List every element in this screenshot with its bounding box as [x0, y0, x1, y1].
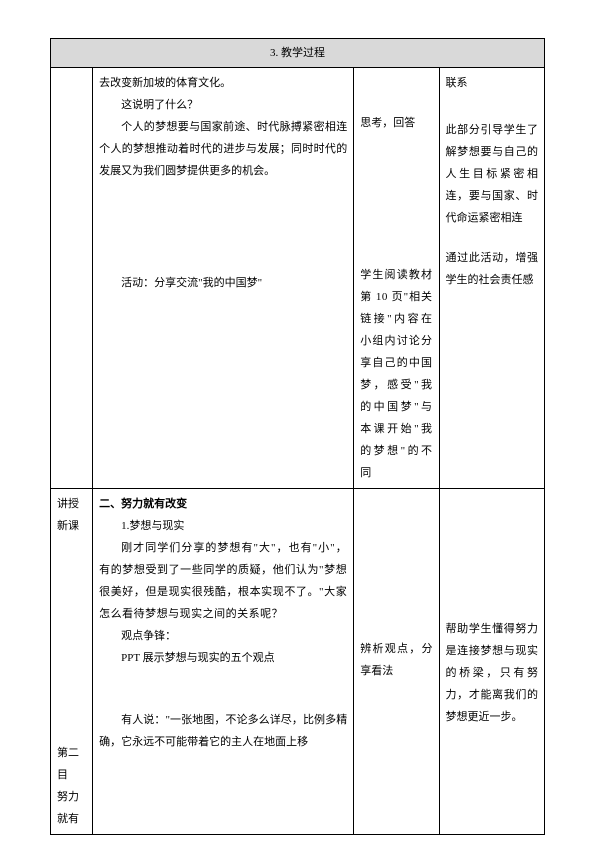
para: 刚才同学们分享的梦想有"大"，也有"小"，有的梦想受到了一些同学的质疑，他们认为…: [99, 537, 347, 625]
table-header: 3. 教学过程: [51, 39, 545, 68]
para: 这说明了什么？: [99, 94, 347, 116]
cell-activity-2: 辨析观点，分享看法: [354, 489, 439, 835]
para: 观点争锋：: [99, 625, 347, 647]
header-row: 3. 教学过程: [51, 39, 545, 68]
para: 个人的梦想要与国家前途、时代脉搏紧密相连个人的梦想推动着时代的进步与发展；同时时…: [99, 116, 347, 182]
cell-stage-1: [51, 68, 93, 489]
para: 第二目: [57, 742, 86, 786]
para: 去改变新加坡的体育文化。: [99, 72, 347, 94]
cell-content-1: 去改变新加坡的体育文化。 这说明了什么？ 个人的梦想要与国家前途、时代脉搏紧密相…: [93, 68, 354, 489]
para: 1.梦想与现实: [99, 515, 347, 537]
para: 辨析观点，分享看法: [360, 638, 432, 682]
para: 帮助学生懂得努力是连接梦想与现实的桥梁，只有努力，才能离我们的梦想更近一步。: [446, 618, 538, 728]
para: 努力就有: [57, 786, 86, 830]
para: 有人说："一张地图，不论多么详尽，比例多精确，它永远不可能带着它的主人在地面上移: [99, 709, 347, 753]
para: 活动：分享交流"我的中国梦": [99, 272, 347, 294]
cell-note-1: 联系 此部分引导学生了解梦想要与自己的人生目标紧密相连，要与国家、时代命运紧密相…: [439, 68, 544, 489]
para: 通过此活动，增强学生的社会责任感: [446, 247, 538, 291]
cell-note-2: 帮助学生懂得努力是连接梦想与现实的桥梁，只有努力，才能离我们的梦想更近一步。: [439, 489, 544, 835]
spacer: [360, 493, 432, 638]
table-row: 去改变新加坡的体育文化。 这说明了什么？ 个人的梦想要与国家前途、时代脉搏紧密相…: [51, 68, 545, 489]
cell-activity-1: 思考，回答 学生阅读教材第 10 页"相关链接"内容在小组内讨论分享自己的中国梦…: [354, 68, 439, 489]
spacer: [446, 229, 538, 247]
para: 讲授新课: [57, 493, 86, 537]
spacer: [360, 134, 432, 264]
para: 思考，回答: [360, 112, 432, 134]
table-row: 讲授新课 第二目 努力就有 二、努力就有改变 1.梦想与现实 刚才同学们分享的梦…: [51, 489, 545, 835]
lesson-table: 3. 教学过程 去改变新加坡的体育文化。 这说明了什么？ 个人的梦想要与国家前途…: [50, 38, 545, 835]
page: 3. 教学过程 去改变新加坡的体育文化。 这说明了什么？ 个人的梦想要与国家前途…: [0, 0, 595, 842]
cell-content-2: 二、努力就有改变 1.梦想与现实 刚才同学们分享的梦想有"大"，也有"小"，有的…: [93, 489, 354, 835]
spacer: [446, 493, 538, 618]
para: 联系: [446, 72, 538, 94]
para: 此部分引导学生了解梦想要与自己的人生目标紧密相连，要与国家、时代命运紧密相连: [446, 119, 538, 229]
para: 学生阅读教材第 10 页"相关链接"内容在小组内讨论分享自己的中国梦，感受"我的…: [360, 264, 432, 484]
spacer: [57, 537, 86, 742]
spacer: [360, 72, 432, 112]
cell-stage-2: 讲授新课 第二目 努力就有: [51, 489, 93, 835]
section-heading: 二、努力就有改变: [99, 493, 347, 515]
spacer: [99, 669, 347, 709]
para: PPT 展示梦想与现实的五个观点: [99, 647, 347, 669]
spacer: [446, 94, 538, 119]
spacer: [99, 182, 347, 272]
